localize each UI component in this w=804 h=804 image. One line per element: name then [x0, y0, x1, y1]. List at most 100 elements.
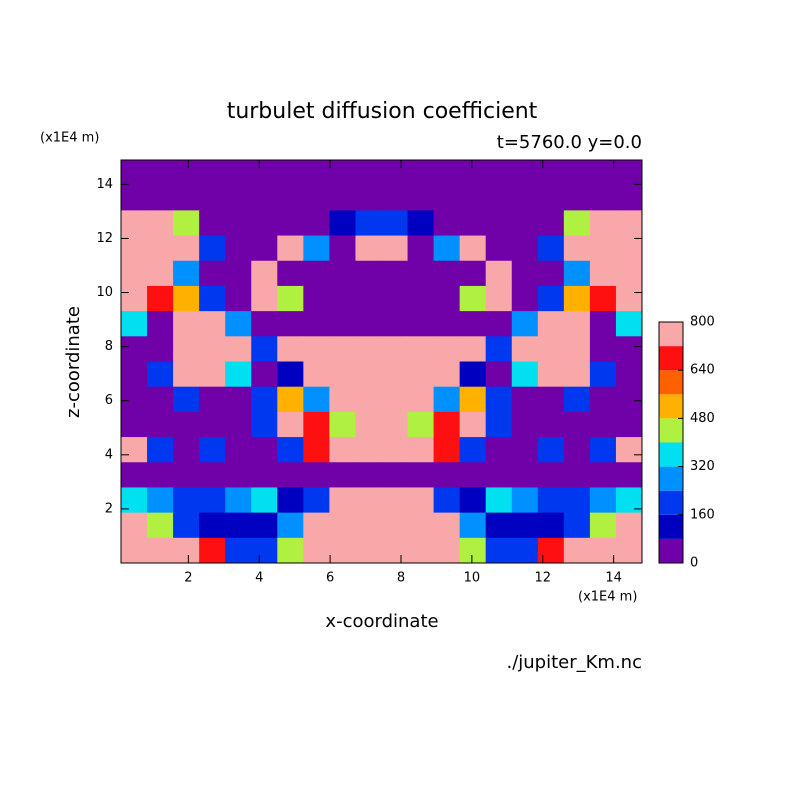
contour-cell: [147, 185, 174, 211]
contour-cell: [173, 512, 200, 539]
contour-cell: [173, 386, 200, 413]
contour-cell: [537, 311, 565, 337]
contour-cell: [407, 210, 435, 237]
contour-cell: [303, 537, 330, 564]
contour-cell: [329, 285, 356, 312]
y-tick-label: 10: [96, 285, 113, 300]
contour-cell: [381, 260, 409, 287]
contour-cell: [589, 487, 617, 514]
contour-cell: [537, 260, 565, 287]
contour-cell: [329, 462, 356, 488]
contour-cell: [563, 235, 591, 262]
contour-cell: [407, 311, 435, 337]
contour-cell: [615, 235, 643, 262]
contour-cell: [563, 437, 591, 463]
contour-cell: [589, 260, 617, 287]
contour-cell: [511, 160, 539, 186]
y-tick-label: 12: [96, 231, 113, 246]
contour-cell: [329, 537, 356, 564]
contour-cell: [251, 437, 278, 463]
contour-cell: [537, 487, 565, 514]
contour-cell: [433, 210, 461, 237]
contour-cell: [329, 386, 356, 413]
colorbar-swatch: [659, 346, 683, 371]
contour-cell: [433, 437, 461, 463]
colorbar-swatch: [659, 466, 683, 491]
contour-cell: [563, 411, 591, 438]
contour-cell: [121, 160, 148, 186]
contour-cell: [251, 487, 278, 514]
contour-cell: [147, 386, 174, 413]
contour-cell: [381, 411, 409, 438]
contour-cell: [277, 462, 304, 488]
contour-cell: [121, 210, 148, 237]
contour-cell: [459, 537, 487, 564]
x-tick-label: 2: [184, 571, 192, 586]
contour-cell: [563, 537, 591, 564]
contour-cell: [251, 185, 278, 211]
contour-cell: [251, 260, 278, 287]
contour-cell: [277, 285, 304, 312]
contour-cell: [147, 361, 174, 388]
colorbar-swatch: [659, 490, 683, 515]
contour-cell: [459, 235, 487, 262]
contour-cell: [147, 512, 174, 539]
contour-cell: [147, 235, 174, 262]
contour-cell: [459, 285, 487, 312]
contour-cell: [433, 311, 461, 337]
contour-cell: [511, 437, 539, 463]
contour-cell: [511, 235, 539, 262]
contour-cell: [589, 512, 617, 539]
contour-cell: [173, 285, 200, 312]
contour-cell: [225, 512, 252, 539]
contour-cell: [589, 311, 617, 337]
contour-cell: [277, 411, 304, 438]
x-axis-label: x-coordinate: [325, 611, 438, 632]
contour-cell: [225, 160, 252, 186]
contour-cell: [225, 235, 252, 262]
contour-cell: [563, 462, 591, 488]
contour-cell: [121, 512, 148, 539]
colorbar-swatch: [659, 442, 683, 467]
contour-cell: [147, 411, 174, 438]
contour-cell: [381, 487, 409, 514]
colorbar-tick-label: 0: [690, 556, 698, 571]
colorbar-swatch: [659, 538, 683, 563]
contour-cell: [537, 386, 565, 413]
contour-cell: [147, 537, 174, 564]
contour-cell: [537, 462, 565, 488]
contour-cell: [407, 260, 435, 287]
contour-cell: [511, 487, 539, 514]
contour-cell: [251, 336, 278, 362]
contour-cell: [251, 311, 278, 337]
contour-cell: [147, 437, 174, 463]
contour-cell: [433, 462, 461, 488]
plot-frame: [120, 159, 643, 564]
contour-cell: [303, 411, 330, 438]
contour-cell: [329, 437, 356, 463]
contour-cell: [615, 361, 643, 388]
contour-cell: [381, 285, 409, 312]
contour-cell: [199, 336, 226, 362]
contour-cell: [251, 160, 278, 186]
contour-cell: [407, 336, 435, 362]
contour-cell: [277, 537, 304, 564]
contour-cell: [407, 386, 435, 413]
contour-cell: [459, 336, 487, 362]
contour-cell: [381, 386, 409, 413]
contour-cell: [199, 411, 226, 438]
contour-cell: [433, 235, 461, 262]
contour-cell: [355, 386, 382, 413]
x-tick-label: 4: [255, 571, 263, 586]
contour-cell: [355, 235, 382, 262]
contour-cell: [407, 285, 435, 312]
contour-cell: [303, 336, 330, 362]
contour-cell: [485, 210, 513, 237]
contour-cell: [459, 386, 487, 413]
contour-cell: [329, 185, 356, 211]
contour-cell: [251, 361, 278, 388]
contour-cell: [615, 437, 643, 463]
y-tick-label: 8: [105, 339, 113, 354]
contour-cell: [173, 311, 200, 337]
contour-cell: [537, 235, 565, 262]
